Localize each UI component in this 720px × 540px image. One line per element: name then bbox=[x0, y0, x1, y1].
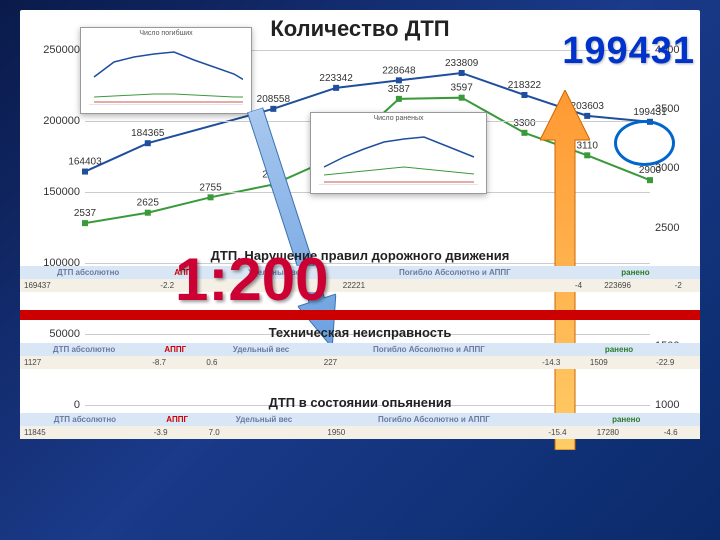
table1: ДТП абсолютноАППГУдельный весПогибло Абс… bbox=[20, 266, 700, 292]
svg-text:3587: 3587 bbox=[388, 84, 411, 95]
svg-text:164403: 164403 bbox=[68, 157, 102, 168]
svg-text:2537: 2537 bbox=[74, 208, 97, 219]
highlight-number: 199431 bbox=[562, 30, 695, 73]
svg-text:2625: 2625 bbox=[137, 198, 160, 209]
highlight-circle bbox=[614, 120, 675, 166]
mini-chart-deaths: Число погибших bbox=[80, 27, 252, 114]
table3: ДТП абсолютноАППГУдельный весПогибло Абс… bbox=[20, 413, 700, 439]
slide: Количество ДТП 1644031843652085582233422… bbox=[0, 0, 720, 540]
table3-title: ДТП в состоянии опьянения bbox=[0, 395, 720, 410]
svg-text:218322: 218322 bbox=[508, 80, 542, 91]
svg-text:228648: 228648 bbox=[382, 65, 416, 76]
table2: ДТП абсолютноАППГУдельный весПогибло Абс… bbox=[20, 343, 700, 369]
mini-chart-injured: Число раненых bbox=[310, 112, 487, 194]
mini-chart-svg bbox=[319, 127, 478, 185]
svg-text:3300: 3300 bbox=[513, 118, 536, 129]
red-band bbox=[20, 310, 700, 320]
svg-text:233809: 233809 bbox=[445, 58, 479, 69]
table1-title: ДТП. Нарушение правил дорожного движения bbox=[0, 248, 720, 263]
mini-chart-svg bbox=[89, 42, 243, 105]
svg-text:223342: 223342 bbox=[319, 73, 353, 84]
mini-chart-title: Число погибших bbox=[81, 30, 251, 37]
svg-text:184365: 184365 bbox=[131, 128, 165, 139]
mini-chart-title: Число раненых bbox=[311, 115, 486, 122]
table2-title: Техническая неисправность bbox=[0, 325, 720, 340]
svg-text:3597: 3597 bbox=[451, 83, 474, 94]
ratio-label: 1:200 bbox=[175, 245, 328, 314]
